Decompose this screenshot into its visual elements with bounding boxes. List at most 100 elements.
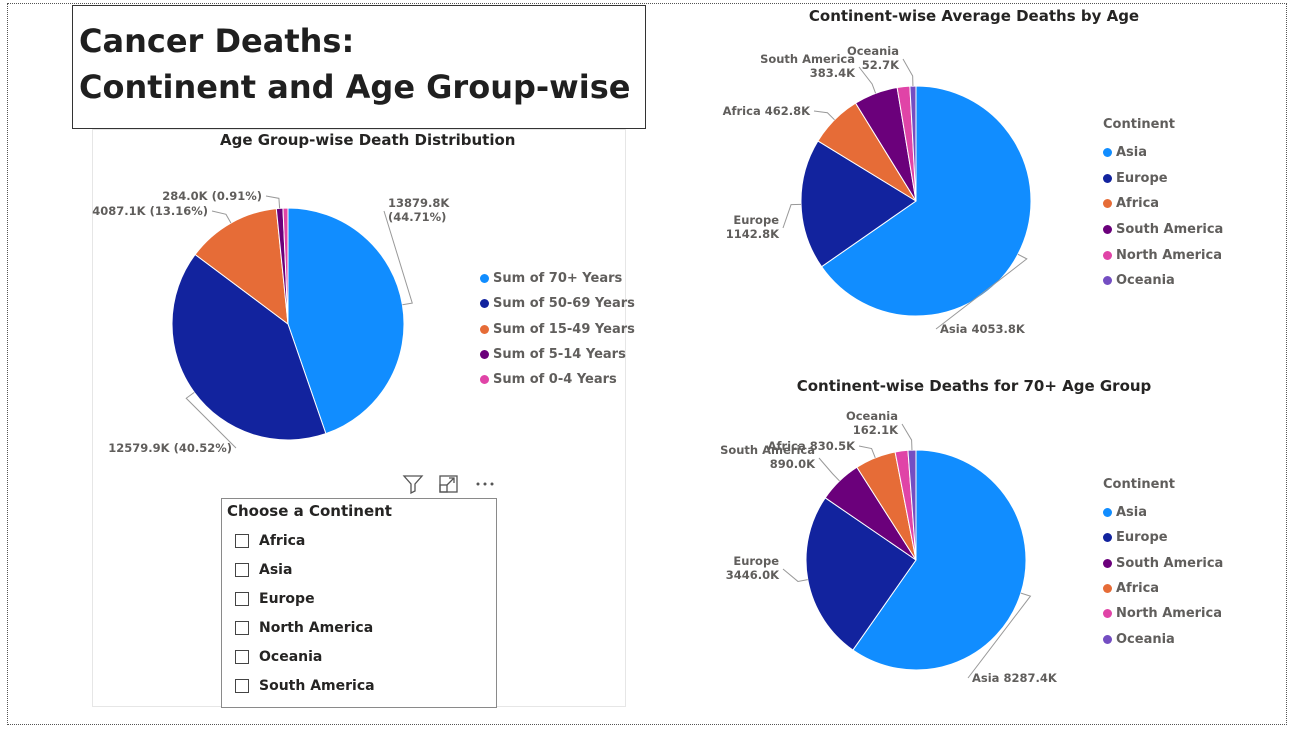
legend-item-sum-of-15-49-years[interactable]: Sum of 15-49 Years bbox=[480, 317, 635, 342]
legend-item-oceania[interactable]: Oceania bbox=[1103, 268, 1223, 294]
legend-marker bbox=[1103, 276, 1112, 286]
data-label: Europe 1142.8K bbox=[726, 213, 780, 241]
more-options-icon[interactable] bbox=[474, 474, 496, 494]
legend-item-europe[interactable]: Europe bbox=[1103, 166, 1223, 192]
slicer-item-europe[interactable]: Europe bbox=[222, 584, 496, 613]
checkbox[interactable] bbox=[235, 533, 249, 548]
pie-slice-sum-of-15-49-years[interactable] bbox=[194, 208, 289, 326]
leader-line bbox=[383, 210, 413, 306]
slicer-item-label: North America bbox=[259, 619, 374, 636]
slicer-item-label: Oceania bbox=[259, 648, 323, 665]
legend-marker bbox=[1103, 225, 1112, 235]
leader-line bbox=[782, 203, 802, 229]
legend-label: Asia bbox=[1116, 145, 1148, 161]
data-label: 13879.8K (44.71%) bbox=[388, 196, 450, 224]
legend-label: North America bbox=[1116, 247, 1222, 263]
leader-line bbox=[858, 445, 876, 458]
legend-label: North America bbox=[1116, 606, 1222, 622]
pie-slice-sum-of-70-years[interactable] bbox=[287, 207, 405, 435]
slicer-item-label: Africa bbox=[259, 532, 306, 549]
leader-line bbox=[211, 210, 232, 224]
legend-item-oceania[interactable]: Oceania bbox=[1103, 626, 1223, 651]
pie-slice-asia[interactable] bbox=[820, 85, 1032, 317]
legend-marker bbox=[480, 350, 489, 360]
leader-line bbox=[858, 66, 877, 94]
slicer-header: Choose a Continent bbox=[227, 502, 392, 520]
data-label: South America 890.0K bbox=[720, 443, 816, 471]
report-title-box: Cancer Deaths: Continent and Age Group-w… bbox=[72, 5, 646, 129]
focus-mode-icon[interactable] bbox=[438, 474, 460, 494]
data-label: 4087.1K (13.16%) bbox=[92, 204, 208, 218]
legend-label: Oceania bbox=[1116, 631, 1175, 647]
legend-marker bbox=[1103, 173, 1112, 183]
legend-item-asia[interactable]: Asia bbox=[1103, 500, 1223, 525]
data-label: Europe 3446.0K bbox=[726, 554, 780, 582]
legend-label: Sum of 5-14 Years bbox=[493, 347, 626, 363]
checkbox[interactable] bbox=[235, 620, 249, 635]
legend-item-sum-of-0-4-years[interactable]: Sum of 0-4 Years bbox=[480, 367, 635, 392]
legend-item-sum-of-5-14-years[interactable]: Sum of 5-14 Years bbox=[480, 342, 635, 367]
legend-item-asia[interactable]: Asia bbox=[1103, 140, 1223, 166]
data-label: Oceania 52.7K bbox=[847, 44, 900, 72]
leader-line bbox=[901, 423, 913, 451]
legend-item-sum-of-50-69-years[interactable]: Sum of 50-69 Years bbox=[480, 291, 635, 316]
data-label: Asia 8287.4K bbox=[972, 671, 1058, 685]
data-label: Oceania 162.1K bbox=[846, 409, 899, 437]
legend-item-north-america[interactable]: North America bbox=[1103, 601, 1223, 626]
slicer-item-africa[interactable]: Africa bbox=[222, 526, 496, 555]
legend-label: Sum of 15-49 Years bbox=[493, 321, 635, 337]
pie-slice-sum-of-0-4-years[interactable] bbox=[282, 207, 289, 325]
continent-slicer: Choose a Continent Africa Asia Europe No… bbox=[221, 498, 497, 708]
legend-item-south-america[interactable]: South America bbox=[1103, 217, 1223, 243]
legend-item-sum-of-70-years[interactable]: Sum of 70+ Years bbox=[480, 266, 635, 291]
leader-line bbox=[935, 253, 1028, 330]
leader-line bbox=[818, 457, 840, 482]
legend-marker bbox=[1103, 609, 1112, 619]
leader-line bbox=[265, 195, 281, 209]
pie-slice-europe[interactable] bbox=[800, 140, 917, 268]
legend-marker bbox=[1103, 148, 1112, 158]
legend-label: Europe bbox=[1116, 530, 1168, 546]
legend-item-africa[interactable]: Africa bbox=[1103, 191, 1223, 217]
legend-label: Africa bbox=[1116, 581, 1160, 597]
leader-line bbox=[967, 592, 1032, 679]
visual-header-icons bbox=[402, 474, 496, 495]
data-label: 12579.9K (40.52%) bbox=[108, 441, 232, 455]
legend-marker bbox=[1103, 558, 1112, 568]
chart-title-age-group: Age Group-wise Death Distribution bbox=[220, 131, 516, 149]
slicer-item-south-america[interactable]: South America bbox=[222, 671, 496, 700]
legend-item-north-america[interactable]: North America bbox=[1103, 242, 1223, 268]
slicer-item-north-america[interactable]: North America bbox=[222, 613, 496, 642]
checkbox[interactable] bbox=[235, 591, 249, 606]
legend-label: Sum of 70+ Years bbox=[493, 271, 623, 287]
leader-line bbox=[782, 568, 808, 582]
legend-label: Asia bbox=[1116, 505, 1148, 521]
legend-item-south-america[interactable]: South America bbox=[1103, 551, 1223, 576]
legend-item-europe[interactable]: Europe bbox=[1103, 525, 1223, 550]
legend-title: Continent bbox=[1103, 117, 1175, 132]
checkbox[interactable] bbox=[235, 678, 249, 693]
slicer-item-asia[interactable]: Asia bbox=[222, 555, 496, 584]
report-title-line-1: Cancer Deaths: bbox=[79, 22, 355, 60]
pie-slice-europe[interactable] bbox=[805, 497, 917, 651]
legend-label: South America bbox=[1116, 555, 1224, 571]
legend-marker bbox=[1103, 634, 1112, 644]
slicer-item-label: Asia bbox=[259, 561, 293, 578]
legend-marker bbox=[1103, 508, 1112, 518]
checkbox[interactable] bbox=[235, 649, 249, 664]
filter-icon[interactable] bbox=[402, 474, 424, 495]
legend-average-deaths: Continent Asia Europe Africa South America No… bbox=[1103, 117, 1223, 294]
data-label: South America 383.4K bbox=[760, 52, 856, 80]
slicer-item-oceania[interactable]: Oceania bbox=[222, 642, 496, 671]
report-title-line-2: Continent and Age Group-wise bbox=[79, 68, 631, 106]
pie-slice-oceania[interactable] bbox=[909, 85, 917, 202]
legend-age-group: Sum of 70+ Years Sum of 50-69 Years Sum of… bbox=[480, 266, 635, 392]
legend-item-africa[interactable]: Africa bbox=[1103, 576, 1223, 601]
pie-slice-sum-of-50-69-years[interactable] bbox=[171, 253, 327, 441]
chart-title-70plus-deaths: Continent-wise Deaths for 70+ Age Group bbox=[796, 377, 1152, 395]
legend-marker bbox=[1103, 250, 1112, 260]
checkbox[interactable] bbox=[235, 562, 249, 577]
